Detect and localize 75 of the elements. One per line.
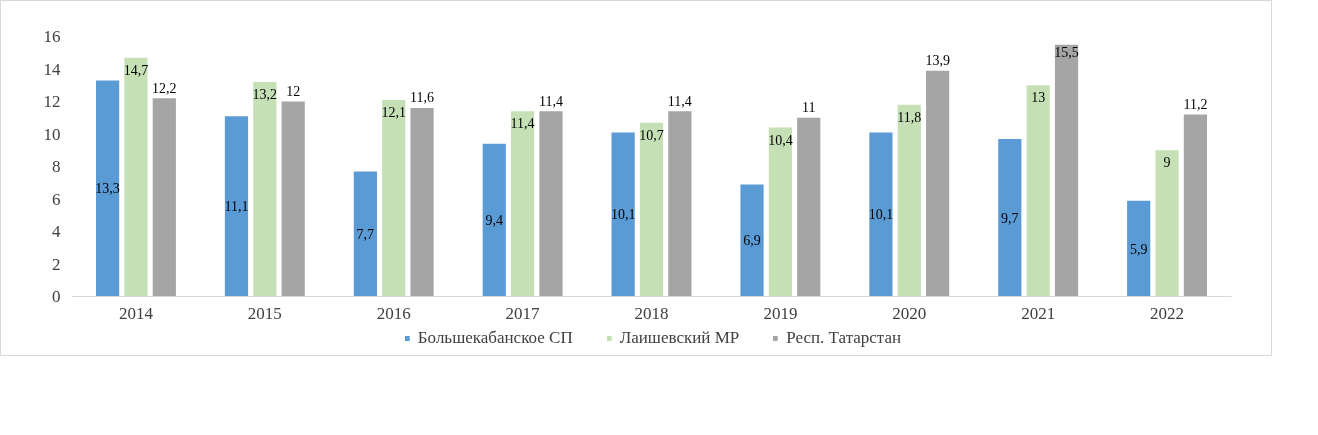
data-label: 11,8 [897,109,922,125]
bar [639,122,664,297]
data-label: 7,7 [356,226,375,242]
bar [253,82,277,297]
bar [1155,150,1179,297]
data-label: 10,1 [610,207,636,223]
data-label: 12 [286,83,301,99]
bar [768,127,792,297]
bar [1183,114,1208,297]
legend-label: Лаишевский МР [619,328,740,348]
y-tick-label: 2 [52,254,61,274]
data-label: 13 [1031,90,1046,106]
x-tick-label: 2022 [1150,303,1185,323]
data-label: 11,4 [667,93,692,109]
y-tick-label: 4 [52,222,61,241]
y-tick-label: 16 [43,27,61,46]
y-tick-label: 14 [43,59,61,79]
data-label: 11,6 [410,90,435,106]
x-tick-label: 2018 [634,303,669,323]
bar [353,171,377,297]
x-tick-label: 2019 [763,303,798,323]
data-label: 10,4 [768,132,793,148]
bar [95,80,120,297]
bar [382,99,406,297]
bar [152,98,176,297]
x-tick-label: 2016 [376,303,411,323]
data-label: 9 [1163,155,1171,171]
x-tick-label: 2021 [1021,303,1056,323]
data-label: 13,9 [925,52,950,68]
data-label: 11,4 [510,116,535,132]
x-tick-label: 2014 [118,303,154,323]
data-label: 11,2 [1183,96,1208,112]
x-tick-label: 2015 [247,303,282,323]
bar [797,117,821,297]
data-label: 6,9 [743,233,761,249]
bar [740,184,764,297]
bar [1054,44,1079,297]
data-label: 12,2 [152,80,177,96]
bar [482,143,506,297]
x-tick-label: 2017 [505,303,541,323]
data-label: 9,4 [485,213,504,229]
data-label: 10,7 [639,127,664,143]
data-label: 11,4 [538,93,563,109]
x-tick-label: 2020 [892,303,927,323]
data-label: 9,7 [1001,210,1019,226]
data-label: 10,1 [868,207,894,223]
bar [869,132,893,297]
data-label: 5,9 [1129,241,1148,257]
data-label: 12,1 [381,105,406,121]
bar [1127,200,1151,297]
bar [124,57,148,297]
data-label: 15,5 [1054,45,1079,61]
data-label: 11,1 [224,199,249,215]
legend-label: Большекабанское СП [417,328,573,348]
y-tick-label: 8 [52,157,61,176]
bar [1026,85,1050,297]
bar [224,116,249,297]
y-tick-label: 10 [43,124,61,144]
bar [668,111,692,297]
legend-label: Респ. Татарстан [786,328,902,348]
bar [281,101,305,297]
bar [926,70,950,297]
bar [511,111,535,297]
bar [998,138,1022,297]
y-tick-label: 12 [43,92,61,111]
bar [897,104,921,297]
data-label: 13,3 [95,181,120,197]
data-label: 14,7 [123,62,149,78]
y-tick-label: 0 [52,287,61,306]
data-label: 11 [802,100,816,116]
bar [611,132,635,297]
bar [410,108,434,297]
bar [539,111,563,297]
y-tick-label: 6 [52,189,61,209]
data-label: 13,2 [252,87,278,103]
